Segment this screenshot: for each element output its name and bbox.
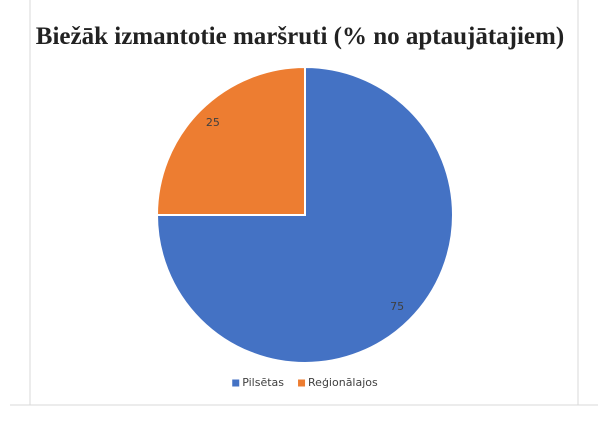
legend-swatch	[232, 379, 240, 387]
chart-title: Biežāk izmantotie maršruti (% no aptaujā…	[36, 23, 564, 50]
data-label: 25	[206, 116, 220, 129]
data-label: 75	[390, 300, 404, 313]
legend-label: Reģionālajos	[308, 376, 378, 389]
pie-slice	[155, 65, 306, 216]
legend-label: Pilsētas	[242, 376, 284, 389]
legend-swatch	[298, 379, 306, 387]
